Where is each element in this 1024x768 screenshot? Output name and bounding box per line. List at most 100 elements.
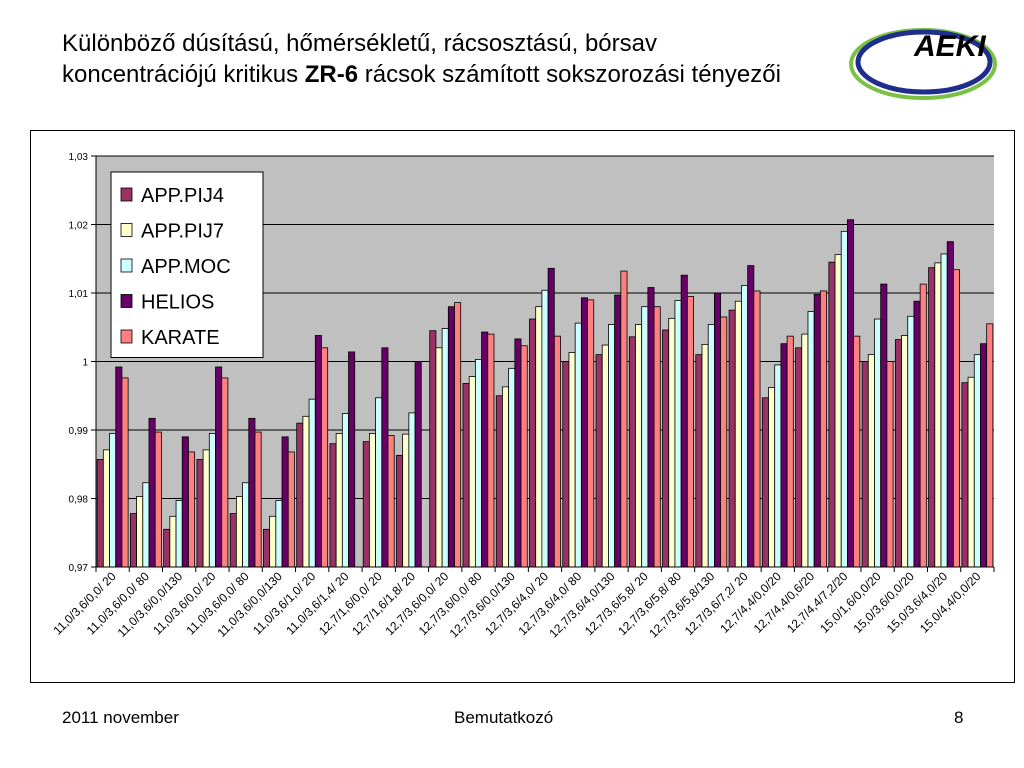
bar-karate (121, 377, 129, 568)
legend-swatch-app-pij7 (120, 223, 133, 237)
bar-app-pij4 (229, 513, 237, 568)
legend-swatch-app-pij4 (120, 187, 133, 202)
bar-helios (481, 331, 489, 568)
bar-karate (886, 361, 894, 568)
footer-date: 2011 november (62, 708, 179, 727)
bar-app-pij7 (568, 352, 576, 568)
bar-karate (686, 296, 694, 568)
bar-app-pij4 (728, 309, 736, 568)
bar-app-pij7 (967, 376, 975, 568)
bar-karate (221, 377, 229, 568)
bar-app-pij7 (235, 496, 243, 568)
legend-swatch-app-moc (120, 258, 133, 273)
bar-app-pij7 (402, 433, 410, 568)
logo-ring-blue (855, 29, 993, 95)
bar-helios (813, 293, 821, 568)
bar-karate (720, 316, 728, 568)
bar-helios (348, 351, 356, 568)
bar-app-pij7 (734, 300, 742, 568)
bar-helios (680, 274, 688, 568)
y-tick-label: 0,99 (69, 426, 89, 437)
bar-app-pij7 (202, 449, 210, 568)
bar-app-moc (840, 230, 848, 568)
bar-karate (387, 435, 395, 568)
bar-app-pij7 (867, 354, 875, 568)
bar-app-pij4 (96, 459, 104, 568)
bar-app-moc (774, 364, 782, 568)
bar-app-pij4 (562, 361, 570, 568)
bar-app-pij4 (196, 459, 204, 568)
bar-app-pij4 (429, 330, 437, 568)
bar-app-pij4 (928, 267, 936, 568)
bar-karate (154, 431, 162, 568)
legend-label: APP.PIJ7 (141, 221, 224, 243)
bar-app-pij7 (136, 496, 144, 568)
bar-app-pij7 (635, 324, 643, 568)
logo-text: AEKI (913, 30, 986, 63)
bar-karate (653, 306, 661, 568)
bar-helios (880, 283, 888, 568)
bar-app-pij4 (695, 354, 703, 568)
bar-app-pij4 (296, 422, 304, 568)
bar-helios (614, 294, 622, 568)
bar-helios (780, 343, 788, 568)
title-line-1: Különböző dúsítású, hőmérsékletű, rácsos… (62, 30, 657, 57)
bar-app-pij4 (795, 347, 803, 568)
bar-app-moc (574, 322, 582, 568)
title-bold-lattice: ZR-6 (304, 61, 359, 88)
bar-app-moc (508, 367, 516, 568)
bar-helios (980, 343, 988, 568)
bar-app-moc (175, 500, 183, 568)
bar-app-moc (208, 433, 216, 568)
bar-app-pij7 (801, 333, 809, 568)
legend-label: APP.MOC (141, 256, 231, 278)
bar-app-pij4 (861, 361, 869, 568)
bar-karate (819, 290, 827, 568)
bar-app-pij7 (934, 262, 942, 568)
bar-app-moc (275, 500, 283, 568)
bar-karate (553, 335, 561, 568)
bar-app-pij7 (269, 515, 277, 568)
bar-app-moc (541, 289, 549, 568)
bar-karate (321, 347, 329, 568)
bar-app-moc (940, 253, 948, 568)
bar-app-pij7 (435, 347, 443, 568)
bar-app-moc (375, 397, 383, 568)
bar-helios (181, 436, 189, 568)
legend-label: KARATE (141, 327, 220, 349)
slide-title: Különböző dúsítású, hőmérsékletű, rácsos… (62, 28, 781, 90)
page-number: 8 (954, 708, 964, 727)
bar-app-pij7 (668, 317, 676, 568)
bar-app-pij4 (129, 513, 137, 568)
bar-karate (587, 299, 595, 568)
bar-app-pij4 (828, 261, 836, 568)
bar-app-pij7 (901, 335, 909, 568)
bar-helios (747, 265, 755, 568)
bar-app-moc (341, 413, 349, 568)
bar-app-moc (973, 354, 981, 568)
bar-app-moc (441, 328, 449, 568)
bar-helios (647, 287, 655, 568)
bar-app-pij4 (263, 528, 271, 568)
bar-app-pij7 (701, 343, 709, 568)
bar-helios (447, 306, 455, 568)
bar-helios (281, 436, 289, 568)
bar-app-moc (741, 285, 749, 568)
bar-helios (314, 335, 322, 568)
bar-karate (986, 323, 994, 568)
chart-frame: 0,97 0,98 0,99 1 1,01 1,02 1,03 11,0/3,6/0,0/ 2… (30, 130, 1015, 683)
bar-app-pij7 (302, 415, 310, 568)
bar-app-pij7 (169, 515, 177, 568)
bar-karate (620, 270, 628, 568)
bar-app-pij4 (163, 528, 171, 568)
bar-helios (946, 241, 954, 568)
bar-app-pij4 (396, 454, 404, 568)
bar-app-pij7 (335, 433, 343, 568)
bar-karate (487, 333, 495, 568)
bar-app-moc (874, 318, 882, 568)
bar-helios (115, 366, 123, 568)
bar-karate (454, 302, 462, 568)
title-line-2-post: rácsok számított sokszorozási tényezői (358, 61, 781, 88)
bar-karate (853, 335, 861, 568)
